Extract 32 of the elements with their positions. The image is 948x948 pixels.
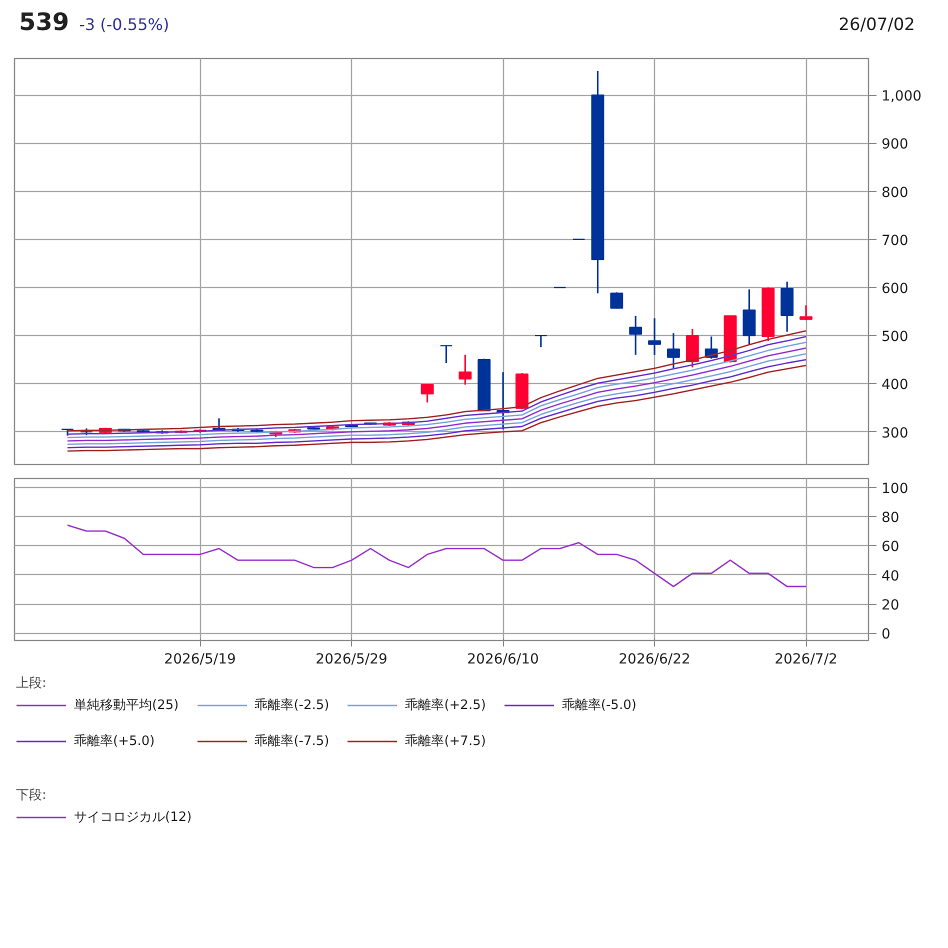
legend-title: 上段: xyxy=(16,675,48,692)
y-tick-label: 60 xyxy=(882,539,900,556)
y-tick-label: 400 xyxy=(882,377,908,394)
legend-label: 乖離率(+2.5) xyxy=(405,697,486,714)
x-tick-label: 2026/5/29 xyxy=(316,652,388,668)
legend-label: 乖離率(-5.0) xyxy=(562,697,636,714)
legend-title: 下段: xyxy=(16,787,48,804)
y-tick-label: 20 xyxy=(882,598,900,614)
legend-label: 単純移動平均(25) xyxy=(74,697,179,714)
legend-label: 乖離率(+7.5) xyxy=(405,733,486,750)
y-tick-label: 80 xyxy=(882,510,900,526)
y-tick-label: 100 xyxy=(882,480,908,497)
x-tick-label: 2026/5/19 xyxy=(164,652,236,668)
legend-label: 乖離率(-7.5) xyxy=(254,733,330,750)
y-tick-label: 1,000 xyxy=(882,88,922,105)
y-tick-label: 0 xyxy=(882,626,890,643)
y-tick-label: 800 xyxy=(882,184,908,201)
y-tick-label: 40 xyxy=(882,568,900,584)
y-tick-label: 900 xyxy=(882,136,908,153)
y-tick-label: 500 xyxy=(882,329,908,346)
legend-label: 乖離率(+5.0) xyxy=(74,733,155,750)
legend-label: 乖離率(-2.5) xyxy=(254,697,330,714)
x-tick-label: 2026/6/10 xyxy=(467,652,539,668)
text: サイコロジカル(12) xyxy=(74,809,192,826)
x-tick-label: 2026/6/22 xyxy=(618,652,690,668)
text: 539 xyxy=(19,8,70,36)
text: -3 (-0.55%) xyxy=(79,15,170,34)
text: 26/07/02 xyxy=(838,15,915,35)
y-tick-label: 600 xyxy=(882,280,908,297)
y-tick-label: 300 xyxy=(882,425,908,442)
x-tick-label: 2026/7/2 xyxy=(774,652,838,668)
y-tick-label: 700 xyxy=(882,232,908,249)
